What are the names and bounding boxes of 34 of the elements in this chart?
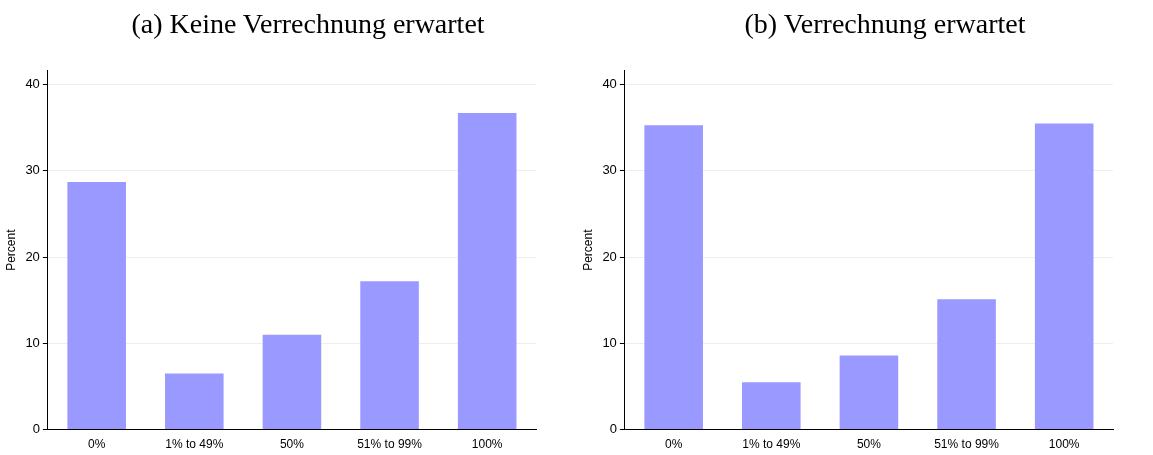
bar xyxy=(937,299,996,430)
chart-title: (a) Keine Verrechnung erwartet xyxy=(130,8,486,40)
x-tick-label: 51% to 99% xyxy=(934,437,1000,452)
chart-title: (b) Verrechnung erwartet xyxy=(743,8,1027,40)
x-tick-label: 1% to 49% xyxy=(742,437,801,452)
y-tick-label: 20 xyxy=(25,248,40,264)
bar xyxy=(644,125,703,430)
x-tick-label: 1% to 49% xyxy=(165,437,224,452)
y-tick-label: 10 xyxy=(602,334,617,350)
x-tick-label: 0% xyxy=(88,437,106,452)
y-axis-title: Percent xyxy=(580,228,595,271)
y-tick-label: 0 xyxy=(32,421,40,437)
bar xyxy=(262,334,322,430)
bar xyxy=(360,281,419,430)
x-tick-label: 51% to 99% xyxy=(357,437,423,452)
y-tick-label: 10 xyxy=(25,334,40,350)
bar xyxy=(67,182,126,430)
bar xyxy=(165,373,224,430)
y-tick-label: 40 xyxy=(602,76,617,92)
x-tick-label: 100% xyxy=(471,437,503,452)
y-tick-label: 20 xyxy=(602,248,617,264)
bar xyxy=(839,355,899,430)
y-tick-label: 30 xyxy=(25,162,40,178)
bar xyxy=(457,113,517,430)
y-axis-title: Percent xyxy=(3,228,18,271)
x-tick-label: 50% xyxy=(856,437,882,452)
x-tick-label: 100% xyxy=(1048,437,1080,452)
y-tick-label: 40 xyxy=(25,76,40,92)
y-tick-label: 30 xyxy=(602,162,617,178)
x-tick-label: 0% xyxy=(665,437,683,452)
y-tick-label: 0 xyxy=(609,421,617,437)
bar xyxy=(742,382,801,430)
x-tick-label: 50% xyxy=(279,437,305,452)
bar xyxy=(1034,123,1094,430)
